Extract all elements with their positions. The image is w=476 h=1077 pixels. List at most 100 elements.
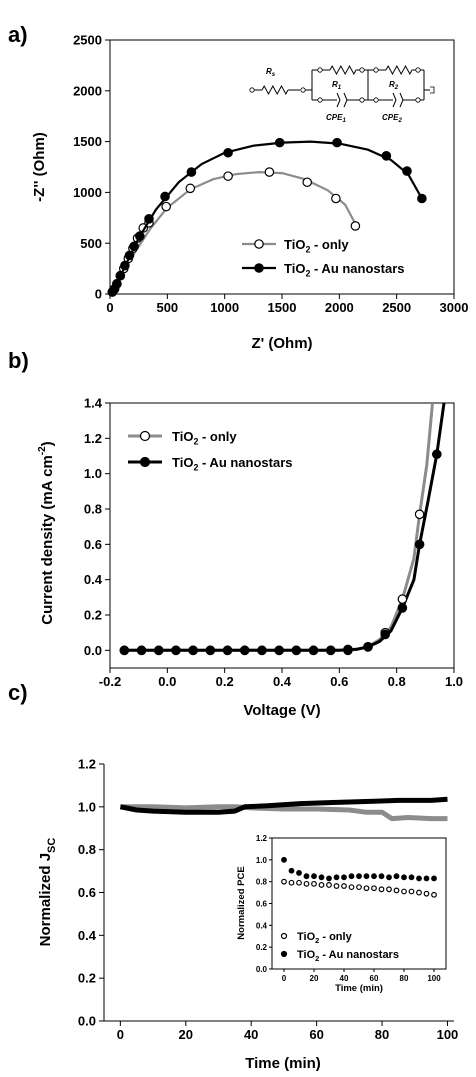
jv-point: [325, 645, 336, 656]
circuit-node: [249, 87, 255, 93]
inset-legend-label: TiO2 - only: [297, 931, 353, 945]
inset-pce-point: [416, 875, 422, 882]
legend-marker: [254, 263, 264, 273]
inset-pce-point: [386, 886, 392, 893]
inset-pce-point: [371, 873, 377, 880]
jsc-stability-line: [119, 796, 448, 815]
x-tick-label: 0.2: [216, 674, 234, 689]
panel-letter: a): [8, 22, 28, 47]
label-cpe1: CPE1: [326, 113, 346, 124]
inset-pce-point: [333, 883, 340, 889]
jv-curve: [124, 403, 446, 652]
x-tick-label: 0: [106, 300, 113, 315]
y-tick-label: 0.0: [84, 643, 102, 658]
x-axis-label: Voltage (V): [243, 702, 320, 719]
nyquist-point: [223, 171, 233, 181]
jv-point: [205, 645, 216, 656]
inset-pce-point: [281, 878, 287, 885]
circuit-node: [317, 67, 323, 73]
nyquist-point: [417, 193, 427, 204]
y-tick-label: 1000: [73, 185, 102, 200]
inset-y-axis-label: Normalized PCE: [236, 866, 247, 939]
x-tick-label: 0.6: [330, 674, 348, 689]
circuit-node: [300, 87, 306, 93]
inset-pce-point: [326, 875, 332, 882]
inset-pce-point: [363, 873, 370, 880]
y-tick-label: 0.4: [78, 928, 97, 943]
jv-point: [414, 509, 425, 520]
nyquist-point: [135, 231, 145, 241]
inset-pce-point: [333, 874, 340, 881]
inset-pce-point: [326, 882, 332, 888]
y-tick-label: 1.0: [84, 466, 102, 481]
plot-frame: [109, 39, 455, 295]
legend-label: TiO2 - only: [172, 429, 237, 447]
inset-pce-point: [423, 875, 430, 882]
y-tick-label: 0.6: [84, 537, 102, 552]
inset-pce-point: [408, 888, 415, 895]
inset-pce-point: [303, 880, 310, 887]
x-tick-label: 1500: [268, 300, 297, 315]
nyquist-point: [381, 151, 392, 161]
jv-point: [153, 645, 164, 656]
inset-pce-point: [281, 856, 287, 863]
inset-pce-point: [341, 883, 347, 889]
panel-letter: b): [8, 348, 29, 373]
jv-point: [397, 603, 408, 613]
y-tick-label: 0.8: [84, 502, 102, 517]
inset-pce-point: [423, 890, 430, 897]
y-tick-label: 500: [80, 236, 102, 251]
jv-point: [397, 594, 408, 604]
inset-pce-point: [288, 867, 295, 874]
inset-pce-point: [311, 873, 317, 880]
inset-pce-point: [401, 874, 407, 881]
plot-frame: [109, 402, 455, 669]
inset-y-tick-label: 1.2: [256, 834, 268, 843]
jsc-stability-line: [120, 804, 448, 822]
inset-pce-point: [356, 873, 362, 880]
x-axis-label: Time (min): [245, 1055, 321, 1072]
x-tick-label: 0.0: [158, 674, 176, 689]
inset-pce-point: [303, 873, 310, 880]
nyquist-point: [161, 201, 171, 212]
inset-pce-point: [386, 874, 392, 881]
x-tick-label: 500: [156, 300, 178, 315]
label-cpe2: CPE2: [382, 113, 402, 124]
jv-point: [171, 645, 181, 656]
jv-curve: [124, 403, 434, 652]
panel-letter: c): [8, 680, 28, 705]
jv-point: [257, 645, 267, 656]
nyquist-point: [264, 167, 275, 177]
y-tick-label: 0.8: [78, 842, 96, 857]
inset-pce-point: [311, 880, 317, 887]
inset-y-tick-label: 1.0: [256, 856, 268, 865]
inset-x-tick-label: 80: [400, 974, 409, 983]
y-tick-label: 1.2: [84, 431, 102, 446]
x-tick-label: 2000: [325, 300, 354, 315]
y-tick-label: 1.0: [78, 799, 96, 814]
y-tick-label: 0: [95, 287, 102, 302]
jv-point: [274, 645, 284, 656]
inset-legend-marker: [280, 932, 288, 940]
jv-point: [136, 645, 147, 656]
nyquist-point: [223, 147, 233, 158]
inset-pce-point: [356, 884, 362, 891]
legend-label: TiO2 - Au nanostars: [172, 455, 293, 473]
jv-point: [291, 645, 302, 656]
x-tick-label: 0.8: [388, 674, 406, 689]
inset-pce-point: [348, 884, 355, 891]
y-tick-label: 0.4: [84, 572, 103, 587]
x-tick-label: 3000: [440, 300, 469, 315]
y-axis-label: Normalized JSC: [37, 838, 58, 947]
label-r2: R2: [389, 80, 399, 91]
inset-pce-point: [431, 891, 437, 898]
inset-x-tick-label: 0: [282, 974, 287, 983]
x-tick-label: 20: [179, 1027, 193, 1042]
inset-legend-marker: [280, 950, 288, 958]
inset-y-tick-label: 0.0: [256, 965, 268, 974]
inset-pce-point: [296, 879, 302, 886]
inset-x-tick-label: 60: [370, 974, 379, 983]
inset-pce-point: [378, 886, 385, 893]
circuit-node: [359, 97, 365, 103]
